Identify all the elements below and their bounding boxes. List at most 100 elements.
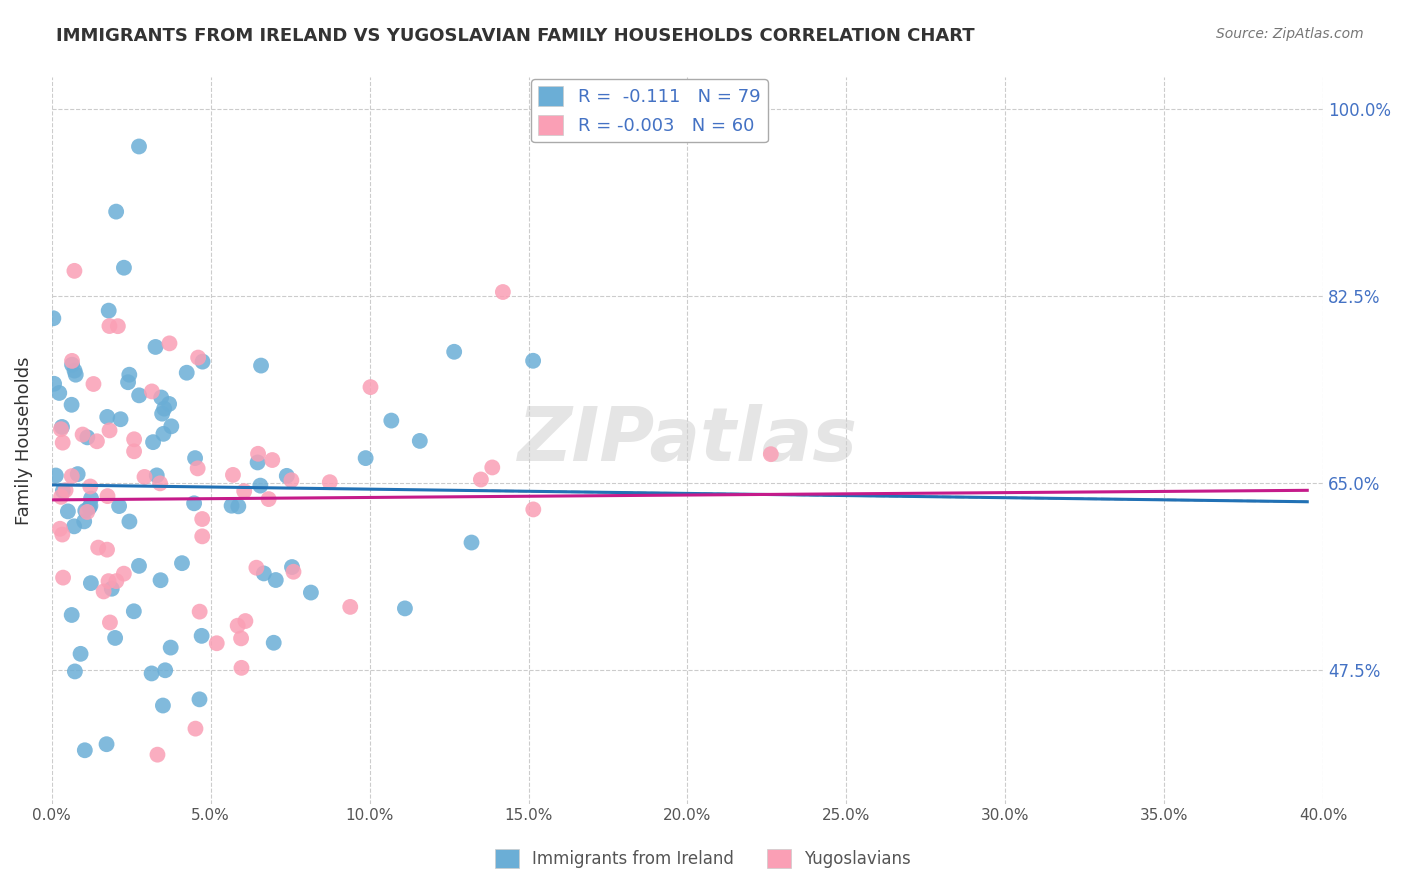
Point xyxy=(159,336,181,351)
Point xyxy=(52,435,75,450)
Point xyxy=(108,499,131,513)
Point xyxy=(42,376,65,391)
Point xyxy=(122,604,145,618)
Point xyxy=(63,665,86,679)
Point xyxy=(96,409,118,424)
Point xyxy=(184,451,207,466)
Point xyxy=(42,311,65,326)
Point xyxy=(257,492,280,507)
Point xyxy=(60,354,83,368)
Y-axis label: Family Households: Family Households xyxy=(15,356,32,524)
Point xyxy=(76,505,98,519)
Point xyxy=(52,571,75,585)
Point xyxy=(105,204,128,219)
Point xyxy=(49,522,72,536)
Point xyxy=(69,647,91,661)
Point xyxy=(159,640,181,655)
Point xyxy=(231,661,253,675)
Point xyxy=(283,565,305,579)
Text: Source: ZipAtlas.com: Source: ZipAtlas.com xyxy=(1216,27,1364,41)
Point xyxy=(281,560,304,574)
Point xyxy=(188,692,211,706)
Point xyxy=(253,566,276,581)
Point xyxy=(188,605,211,619)
Point xyxy=(443,344,465,359)
Point xyxy=(157,397,180,411)
Point xyxy=(149,476,172,491)
Point xyxy=(107,319,129,334)
Point xyxy=(128,388,150,402)
Point xyxy=(229,632,252,646)
Point xyxy=(222,467,245,482)
Point xyxy=(160,419,183,434)
Point xyxy=(66,467,89,481)
Point xyxy=(60,607,83,622)
Point xyxy=(117,376,139,390)
Point xyxy=(183,496,205,510)
Point xyxy=(118,368,141,382)
Point xyxy=(191,354,214,368)
Point xyxy=(87,541,110,555)
Point xyxy=(98,615,121,630)
Point xyxy=(100,582,122,596)
Point xyxy=(233,484,256,499)
Point xyxy=(118,515,141,529)
Point xyxy=(82,376,104,391)
Point xyxy=(460,535,482,549)
Point xyxy=(176,366,198,380)
Point xyxy=(150,407,173,421)
Point xyxy=(97,303,120,318)
Point xyxy=(79,479,101,493)
Point xyxy=(48,386,70,401)
Point xyxy=(235,614,257,628)
Point xyxy=(122,444,145,458)
Point xyxy=(246,455,269,469)
Point xyxy=(52,483,75,498)
Point xyxy=(60,469,83,483)
Point xyxy=(60,358,83,372)
Point xyxy=(80,491,103,506)
Point xyxy=(93,584,115,599)
Point xyxy=(522,502,544,516)
Point xyxy=(153,663,176,677)
Point xyxy=(280,473,302,487)
Point xyxy=(191,529,214,543)
Point xyxy=(97,574,120,588)
Point xyxy=(98,319,121,334)
Point xyxy=(247,447,270,461)
Point xyxy=(492,285,515,299)
Point xyxy=(299,585,322,599)
Point xyxy=(150,391,173,405)
Point xyxy=(250,359,273,373)
Point xyxy=(142,435,165,450)
Point xyxy=(152,698,174,713)
Point xyxy=(96,737,118,751)
Point xyxy=(249,478,271,492)
Point xyxy=(51,420,73,434)
Point xyxy=(63,519,86,533)
Point xyxy=(128,139,150,153)
Point xyxy=(134,470,156,484)
Point xyxy=(226,618,249,632)
Point xyxy=(191,512,214,526)
Point xyxy=(409,434,432,448)
Point xyxy=(221,499,243,513)
Point xyxy=(79,499,101,513)
Point xyxy=(63,264,86,278)
Point xyxy=(141,666,163,681)
Point xyxy=(45,468,67,483)
Point xyxy=(145,340,167,354)
Point xyxy=(481,460,503,475)
Point xyxy=(122,432,145,446)
Point xyxy=(56,504,79,518)
Point xyxy=(105,574,128,588)
Point xyxy=(264,573,287,587)
Legend: R =  -0.111   N = 79, R = -0.003   N = 60: R = -0.111 N = 79, R = -0.003 N = 60 xyxy=(531,79,768,143)
Point xyxy=(51,527,73,541)
Point xyxy=(153,401,176,416)
Point xyxy=(360,380,382,394)
Point xyxy=(55,483,77,498)
Point xyxy=(141,384,163,399)
Point xyxy=(170,556,193,570)
Point xyxy=(49,490,72,504)
